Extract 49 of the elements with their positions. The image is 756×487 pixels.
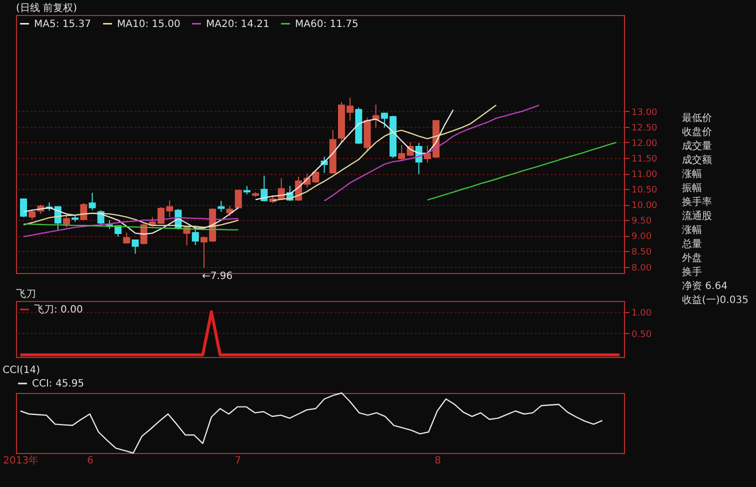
text: 流通股: [682, 210, 713, 224]
text: 外盘: [682, 252, 703, 266]
annotation: ←7.96: [202, 271, 233, 282]
text: 涨幅: [682, 168, 703, 182]
y-tick-label: 10.50: [632, 186, 658, 196]
text: 总量: [682, 238, 703, 252]
candlestick: [218, 200, 225, 212]
text: 振幅: [682, 182, 703, 196]
candlestick: [234, 189, 242, 209]
candlestick: [372, 104, 380, 128]
x-tick-label: 7: [234, 456, 242, 466]
text: 成交额: [682, 154, 713, 168]
legend-label: MA10: 15.00: [117, 18, 180, 30]
legend-label: MA60: 11.75: [295, 18, 358, 30]
legend-label: MA5: 15.37: [34, 18, 92, 30]
text: 最低价: [682, 112, 713, 126]
candlestick: [132, 239, 139, 254]
text: 收益(一)0.035: [682, 294, 748, 308]
y-tick-label: 9.00: [632, 232, 652, 242]
text: 收盘价: [682, 126, 713, 140]
text: 净资 6.64: [682, 280, 728, 294]
candlestick: [123, 232, 130, 244]
y-tick-label: 10.00: [632, 201, 658, 212]
y-tick-label: 8.00: [632, 263, 652, 274]
y-tick-label: 9.50: [632, 216, 652, 227]
y-tick-label: 12.00: [632, 138, 658, 149]
legend-label: MA20: 14.21: [206, 18, 270, 30]
y-tick-label: 1.00: [632, 308, 652, 318]
candlestick: [192, 226, 199, 246]
text: 涨幅: [682, 224, 703, 238]
x-tick-label: 8: [434, 456, 441, 466]
y-tick-label: 11.50: [632, 154, 658, 164]
candlestick: [62, 214, 70, 228]
y-tick-label: 8.50: [632, 248, 652, 258]
chart-title: 飞刀: [16, 289, 36, 300]
legend-label: CCI: 45.95: [32, 378, 84, 390]
x-tick-label: 2013年: [3, 454, 39, 466]
chart-title: (日线 前复权): [16, 2, 78, 14]
legend-label: 飞刀: 0.00: [34, 304, 83, 316]
y-tick-label: 0.50: [632, 330, 652, 340]
text: 换手: [682, 266, 703, 280]
text: 成交量: [682, 140, 713, 154]
chart-title: CCI(14): [2, 365, 40, 376]
y-tick-label: 11.00: [632, 170, 658, 180]
text: 换手率: [682, 196, 713, 210]
y-tick-label: 12.50: [632, 123, 658, 134]
candlestick: [88, 192, 96, 211]
y-tick-label: 13.00: [632, 108, 658, 118]
x-tick-label: 6: [87, 456, 94, 466]
